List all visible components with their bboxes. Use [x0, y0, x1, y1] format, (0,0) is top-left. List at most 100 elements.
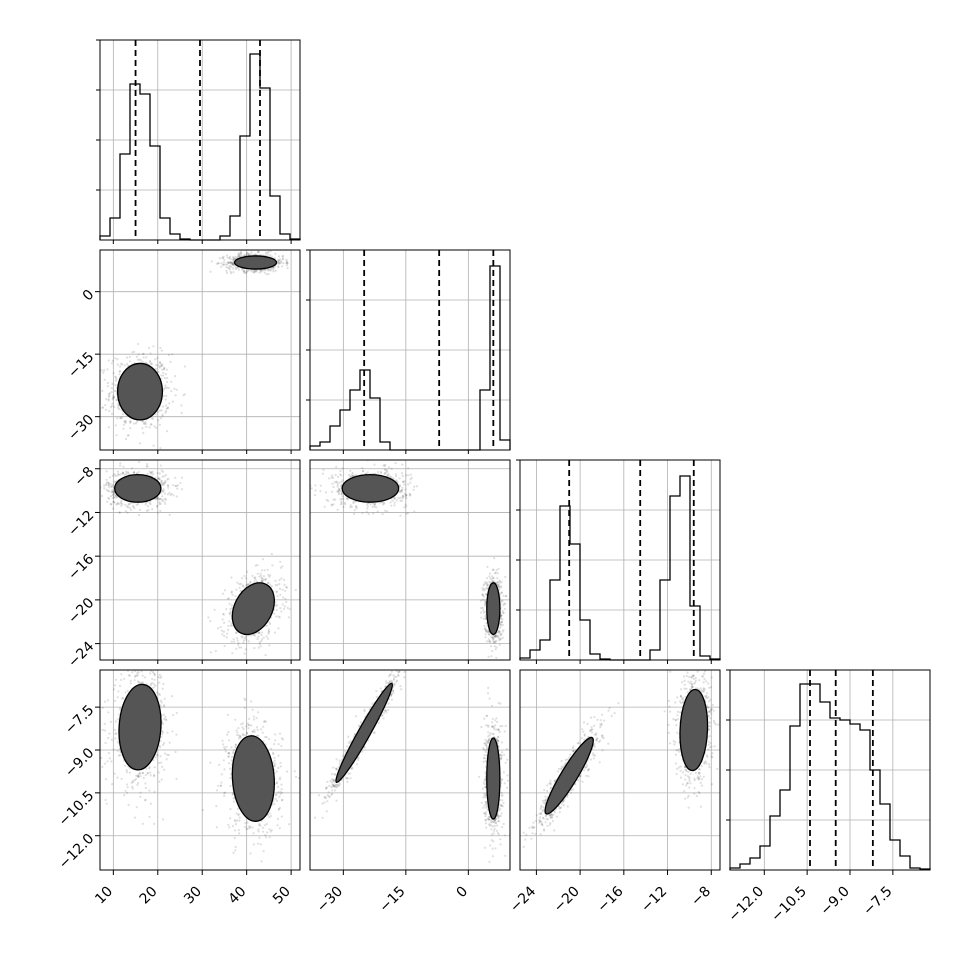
sample-point: [108, 732, 111, 735]
sample-point: [294, 588, 297, 592]
sample-point: [154, 476, 157, 479]
sample-point: [241, 584, 244, 587]
sample-point: [114, 720, 117, 723]
y-tick-label: −10.5: [56, 788, 98, 830]
sample-point: [265, 836, 268, 839]
sample-point: [230, 591, 233, 594]
sample-point: [227, 756, 230, 759]
sample-point: [337, 491, 341, 494]
sample-point: [104, 484, 108, 487]
sample-point: [273, 756, 276, 760]
sample-point: [239, 735, 242, 738]
sample-point: [156, 497, 159, 500]
sample-point: [263, 720, 266, 724]
sample-point: [162, 482, 165, 485]
sample-point: [235, 631, 238, 634]
sample-point: [332, 498, 335, 501]
x-tick-label: 20: [137, 884, 161, 908]
sample-point: [122, 423, 126, 426]
sample-point: [234, 849, 237, 852]
sample-point: [162, 818, 165, 821]
sample-point: [265, 273, 268, 276]
sample-point: [225, 745, 228, 748]
sample-point: [259, 269, 263, 272]
sample-point: [310, 487, 313, 490]
sample-point: [141, 352, 145, 356]
sample-point: [141, 682, 144, 685]
sample-point: [334, 473, 337, 477]
sample-point: [284, 589, 287, 593]
sample-point: [389, 475, 392, 478]
sample-point: [167, 753, 170, 757]
sample-point: [229, 257, 232, 261]
sample-point: [242, 639, 245, 642]
sample-point: [340, 502, 343, 505]
sample-point: [103, 369, 106, 372]
sample-point: [142, 776, 145, 780]
sample-point: [387, 473, 390, 476]
sample-point: [287, 616, 290, 619]
sample-point: [233, 829, 237, 832]
sample-point: [223, 644, 226, 648]
sample-point: [160, 761, 163, 764]
sample-point: [238, 832, 241, 835]
sample-point: [239, 582, 242, 586]
sample-point: [117, 403, 120, 406]
sample-point: [274, 584, 277, 587]
sample-point: [158, 361, 161, 365]
sample-point: [236, 733, 239, 736]
sample-point: [117, 690, 120, 693]
sample-point: [117, 406, 120, 409]
sample-point: [221, 739, 224, 742]
sample-point: [277, 265, 280, 268]
scatter-panel-1-2: [309, 459, 511, 664]
sample-point: [246, 583, 249, 586]
sample-point: [131, 671, 134, 674]
sample-point: [386, 470, 389, 473]
sample-point: [174, 750, 177, 754]
sample-point: [270, 552, 273, 556]
sample-point: [235, 647, 238, 651]
sample-point: [169, 360, 172, 363]
sample-point: [249, 253, 252, 256]
sample-point: [161, 475, 164, 478]
sample-point: [223, 747, 226, 751]
sample-point: [107, 711, 110, 714]
sample-point: [328, 477, 331, 480]
sample-point: [261, 731, 264, 734]
sample-point: [108, 757, 111, 760]
sample-point: [273, 759, 276, 762]
sample-point: [159, 509, 162, 513]
sample-point: [150, 362, 153, 365]
sample-point: [409, 493, 412, 496]
sample-point: [165, 758, 168, 761]
sample-point: [269, 254, 272, 257]
sample-point: [225, 607, 228, 611]
sample-point: [118, 511, 121, 514]
sample-point: [257, 635, 260, 639]
sample-point: [230, 622, 233, 625]
sample-point: [413, 510, 416, 513]
sample-point: [152, 759, 155, 762]
sample-point: [256, 711, 260, 714]
sample-point: [125, 356, 129, 359]
sample-point: [268, 812, 272, 815]
sample-point: [384, 469, 387, 472]
sample-point: [123, 677, 126, 680]
sample-point: [338, 489, 341, 492]
sample-point: [270, 747, 273, 751]
sample-point: [275, 608, 278, 612]
sample-point: [285, 600, 288, 604]
sample-point: [355, 507, 358, 510]
sample-point: [158, 366, 161, 369]
sample-point: [372, 512, 375, 515]
sample-point: [151, 682, 154, 685]
y-tick-label: −12.0: [56, 831, 98, 873]
sample-point: [159, 447, 162, 450]
sample-point: [399, 514, 402, 517]
x-tick-label: 50: [270, 884, 294, 908]
sample-point: [112, 500, 115, 503]
sample-point: [147, 509, 150, 512]
sample-point: [232, 262, 235, 265]
